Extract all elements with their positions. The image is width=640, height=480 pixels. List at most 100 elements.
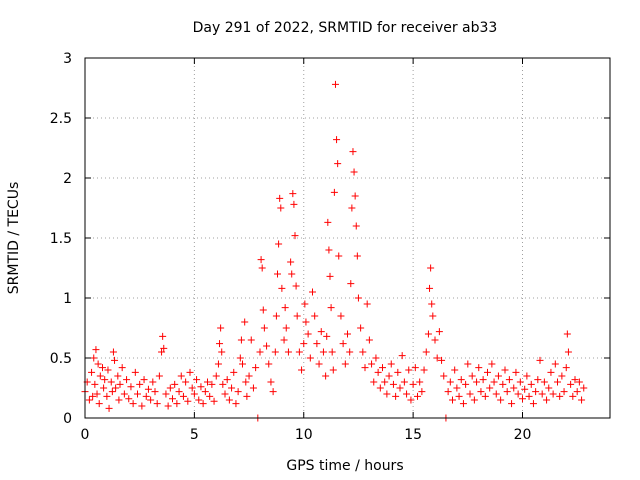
y-tick-label: 3 [63, 51, 72, 67]
data-point [449, 396, 456, 404]
data-point [431, 336, 439, 344]
data-point [219, 380, 227, 388]
data-point [309, 288, 316, 296]
data-point [339, 340, 347, 348]
data-point [218, 348, 226, 356]
data-point [171, 380, 179, 388]
data-point [89, 392, 97, 400]
data-point [344, 330, 351, 338]
data-point [503, 388, 511, 396]
data-point [490, 378, 498, 386]
data-point [306, 354, 314, 362]
data-point [470, 396, 478, 404]
data-point [129, 400, 137, 408]
data-point [290, 200, 298, 208]
data-point [525, 392, 533, 400]
x-tick-label: 10 [295, 427, 313, 443]
data-point [302, 318, 310, 326]
data-point [346, 348, 354, 356]
data-point [521, 385, 529, 393]
data-point [173, 400, 181, 408]
data-point [100, 384, 108, 392]
data-point [127, 383, 135, 391]
data-point [280, 336, 288, 344]
y-tick-label: 2.5 [50, 111, 72, 127]
data-point [101, 376, 109, 384]
data-point [123, 376, 131, 384]
data-point [293, 312, 301, 320]
data-point [569, 392, 577, 400]
data-point [289, 190, 297, 198]
data-point [164, 402, 172, 410]
data-point [532, 388, 540, 396]
data-point [337, 312, 345, 320]
data-point [580, 384, 588, 392]
data-point [529, 400, 537, 408]
y-tick-label: 1 [63, 291, 72, 307]
data-point [288, 270, 296, 278]
data-point [319, 348, 327, 356]
data-point [120, 390, 128, 398]
data-point [184, 397, 192, 405]
data-point [91, 380, 99, 388]
data-point [429, 312, 437, 320]
data-point [291, 232, 299, 240]
data-point [368, 360, 376, 368]
data-point [210, 397, 218, 405]
data-point [315, 360, 323, 368]
data-point [420, 366, 428, 374]
data-point [204, 378, 211, 386]
data-point [494, 372, 502, 380]
data-point [514, 390, 522, 398]
data-point [562, 364, 570, 372]
data-point [497, 396, 505, 404]
x-axis-label: GPS time / hours [286, 458, 403, 474]
y-tick-label: 0 [63, 411, 72, 427]
data-point [365, 336, 373, 344]
data-point [136, 380, 144, 388]
data-point [147, 396, 155, 404]
data-point [94, 360, 102, 368]
data-point [422, 348, 430, 356]
data-point [418, 388, 426, 396]
data-point [182, 378, 190, 386]
data-point [304, 330, 312, 338]
data-point [324, 218, 332, 226]
data-point [242, 378, 250, 386]
data-point [107, 378, 115, 386]
data-point [387, 360, 395, 368]
y-tick-label: 0.5 [50, 351, 72, 367]
data-point [352, 222, 360, 230]
data-point [111, 356, 119, 364]
data-point [88, 368, 96, 376]
data-point [108, 388, 116, 396]
data-point [564, 348, 572, 356]
data-point [331, 80, 339, 88]
data-point [455, 392, 463, 400]
y-tick-label: 1.5 [50, 231, 72, 247]
x-tick-label: 20 [514, 427, 532, 443]
data-point [212, 372, 220, 380]
data-point [527, 380, 535, 388]
data-point [370, 378, 378, 386]
data-point [118, 364, 126, 372]
data-point [281, 304, 289, 312]
data-point [501, 366, 509, 374]
data-point [149, 378, 157, 386]
data-point [400, 378, 408, 386]
data-point [334, 160, 342, 168]
data-point [103, 392, 111, 400]
data-point [435, 328, 443, 336]
grid [85, 58, 610, 418]
data-point [188, 384, 196, 392]
data-point [160, 344, 168, 352]
data-point [217, 324, 225, 332]
data-point [206, 392, 214, 400]
data-point [372, 354, 380, 362]
data-point [510, 384, 518, 392]
data-point [459, 400, 467, 408]
chart-title: Day 291 of 2022, SRMTID for receiver ab3… [193, 20, 498, 36]
data-point [538, 390, 546, 398]
data-point [322, 372, 330, 380]
data-point [105, 404, 113, 412]
